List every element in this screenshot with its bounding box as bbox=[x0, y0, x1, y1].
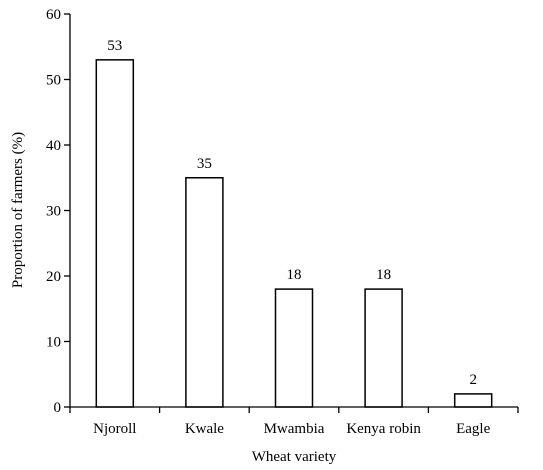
bar-kenya-robin bbox=[364, 288, 403, 408]
bar-mwambia bbox=[274, 288, 314, 408]
y-tick-label: 40 bbox=[46, 138, 61, 154]
bar-njoroll bbox=[95, 59, 135, 408]
y-tick-label: 10 bbox=[46, 335, 61, 351]
y-tick-label: 20 bbox=[46, 269, 61, 285]
ticks-layer bbox=[64, 13, 519, 413]
y-tick-label: 60 bbox=[46, 7, 61, 23]
data-label: 18 bbox=[287, 267, 302, 283]
labels-layer: 0 10 20 30 40 50 60 53 Njoroll 35 Kwale 18 Mwambia 18… bbox=[46, 7, 491, 437]
y-tick-label: 0 bbox=[54, 400, 62, 416]
x-tick-label: Kenya robin bbox=[346, 421, 421, 437]
data-label: 18 bbox=[376, 267, 391, 283]
y-axis-title: Proportion of farmers (%) bbox=[10, 132, 26, 288]
y-tick-label: 50 bbox=[46, 73, 61, 89]
x-tick-label: Mwambia bbox=[264, 421, 325, 437]
bar-kwale bbox=[185, 177, 224, 408]
data-label: 2 bbox=[469, 372, 477, 388]
x-tick-label: Kwale bbox=[185, 421, 224, 437]
data-label: 53 bbox=[107, 38, 122, 54]
x-tick-label: Njoroll bbox=[93, 421, 136, 437]
y-tick-label: 30 bbox=[46, 204, 61, 220]
data-label: 35 bbox=[197, 156, 212, 172]
bars-layer bbox=[95, 59, 493, 408]
bar-eagle bbox=[453, 393, 493, 408]
x-axis-title: Wheat variety bbox=[252, 449, 337, 465]
x-tick-label: Eagle bbox=[456, 421, 490, 437]
